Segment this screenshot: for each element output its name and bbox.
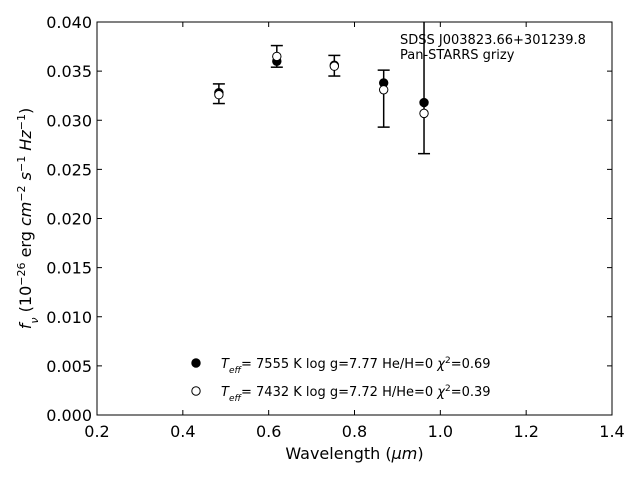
- text-part: erg: [16, 226, 35, 262]
- x-axis-label: Wavelength (μm): [285, 444, 423, 463]
- y-tick-label: 0.005: [46, 357, 92, 376]
- y-tick-label: 0.030: [46, 111, 92, 130]
- x-tick-label: 0.8: [342, 422, 367, 441]
- point: [419, 97, 429, 108]
- point: [214, 90, 224, 100]
- plot-area: [212, 22, 431, 155]
- text-part: χ: [436, 385, 446, 400]
- annotation: Pan-STARRS grizy: [400, 48, 515, 63]
- y-tick-label: 0.040: [46, 13, 92, 32]
- text-part: = 7432 K log g=7.72 H/He=0: [241, 385, 437, 400]
- x-tick-label: 1.2: [513, 422, 538, 441]
- annotation: SDSS J003823.66+301239.8: [400, 33, 586, 48]
- text-part: −2: [15, 185, 28, 201]
- text-part: ν: [28, 317, 41, 323]
- text-part: ): [417, 444, 423, 463]
- legend-label: Teff= 7432 K log g=7.72 H/He=0 χ2=0.39: [221, 384, 491, 404]
- text-part: ): [16, 108, 35, 114]
- point: [272, 51, 282, 62]
- y-tick-label: 0.015: [46, 259, 92, 278]
- text-part: =0.39: [451, 385, 491, 400]
- x-tick-label: 0.2: [84, 422, 109, 441]
- x-tick-label: 0.4: [170, 422, 195, 441]
- legend-label: Teff= 7555 K log g=7.77 He/H=0 χ2=0.69: [221, 356, 491, 376]
- point: [419, 108, 429, 119]
- legend-marker: [191, 358, 201, 368]
- y-tick-label: 0.000: [46, 406, 92, 425]
- x-tick-label: 1.0: [428, 422, 453, 441]
- text-part: eff: [229, 394, 243, 404]
- text-part: μm: [391, 444, 418, 463]
- text-part: Hz: [16, 130, 35, 151]
- text-part: f: [16, 321, 35, 329]
- point: [378, 85, 389, 95]
- x-tick-label: 0.6: [256, 422, 281, 441]
- error-bar: [418, 22, 431, 155]
- text-part: eff: [229, 366, 243, 376]
- text-part: cm: [16, 202, 35, 226]
- y-tick-label: 0.020: [46, 210, 92, 229]
- y-tick-label: 0.025: [46, 160, 92, 179]
- x-tick-label: 1.4: [599, 422, 624, 441]
- text-part: =0.69: [451, 357, 491, 372]
- text-part: T: [221, 385, 230, 400]
- point: [329, 61, 340, 71]
- text-part: −1: [15, 114, 28, 130]
- y-axis-label: fν (10−26 erg cm−2 s−1 Hz−1): [15, 108, 41, 329]
- y-tick-label: 0.010: [46, 308, 92, 327]
- text-part: −1: [15, 156, 28, 172]
- text-part: = 7555 K log g=7.77 He/H=0: [241, 357, 437, 372]
- text-part: Wavelength (: [285, 444, 391, 463]
- text-part: (10: [16, 286, 35, 318]
- text-part: T: [221, 357, 230, 372]
- legend-marker: [191, 386, 201, 396]
- text-part: 2: [445, 384, 451, 394]
- text-part: χ: [436, 357, 446, 372]
- y-tick-label: 0.035: [46, 62, 92, 81]
- text-part: s: [16, 172, 35, 180]
- text-part: 2: [445, 356, 451, 366]
- text-part: −26: [15, 263, 28, 286]
